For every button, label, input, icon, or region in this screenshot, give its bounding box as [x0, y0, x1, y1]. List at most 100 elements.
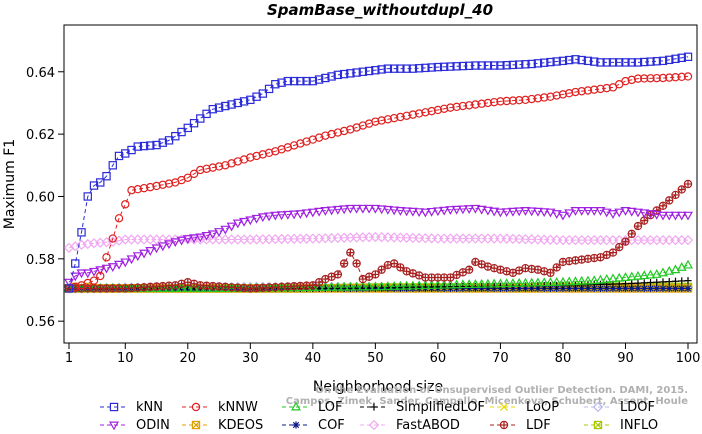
point-odin	[107, 263, 118, 272]
y-tick-label: 0.64	[26, 66, 55, 81]
point-lof	[414, 280, 425, 290]
point-odin	[451, 205, 462, 215]
point-odin	[301, 209, 312, 219]
point-knn	[571, 55, 580, 64]
point-odin	[658, 211, 668, 221]
point-knnw	[640, 74, 649, 83]
point-knn	[646, 57, 655, 66]
point-ldf	[546, 268, 555, 278]
point-knnw	[514, 96, 524, 105]
point-knnw	[189, 169, 199, 179]
y-axis-label: Maximum F1	[2, 139, 18, 229]
point-knnw	[246, 153, 255, 162]
point-knnw	[552, 91, 561, 100]
point-odin	[264, 212, 275, 222]
point-knn	[83, 192, 92, 201]
legend-label: ODIN	[136, 418, 170, 433]
legend-marker	[499, 420, 509, 430]
point-knn	[202, 109, 211, 119]
point-lof	[326, 281, 337, 291]
series-odin	[64, 204, 693, 288]
point-lof	[357, 281, 368, 291]
point-lof	[201, 283, 212, 292]
point-knn	[158, 138, 167, 147]
point-knnw	[565, 88, 574, 98]
point-knn	[377, 65, 386, 74]
point-lof	[176, 283, 187, 292]
point-lof	[501, 278, 512, 288]
series-knn	[64, 52, 693, 293]
point-lof	[514, 277, 525, 287]
point-knn	[196, 114, 205, 123]
point-knnw	[196, 165, 205, 175]
point-odin	[170, 238, 181, 248]
legend-item-knnw: kNNW	[182, 400, 258, 415]
point-knnw	[496, 97, 505, 106]
point-knn	[446, 62, 455, 71]
point-odin	[320, 207, 331, 216]
point-lof	[551, 277, 562, 286]
point-odin	[582, 207, 593, 216]
point-odin	[176, 236, 187, 246]
point-odin	[120, 258, 131, 268]
point-ldf	[621, 237, 630, 246]
point-knn	[296, 76, 305, 86]
point-knnw	[333, 128, 343, 137]
point-ldf	[615, 242, 624, 252]
chart-title: SpamBase_withoutdupl_40	[267, 1, 493, 19]
point-odin	[270, 211, 281, 221]
point-knnw	[439, 104, 449, 113]
point-knn	[371, 66, 380, 75]
point-simplifiedlof	[653, 278, 661, 286]
point-knn	[546, 57, 555, 67]
point-simplifiedlof	[659, 278, 667, 286]
series-line-knn	[68, 56, 689, 289]
legend-label: LOF	[318, 400, 343, 415]
point-knn	[346, 69, 355, 78]
point-odin	[576, 207, 587, 216]
point-lof	[370, 281, 381, 291]
point-knn	[539, 58, 549, 67]
point-knnw	[321, 131, 330, 140]
point-ldf	[346, 248, 355, 257]
point-cof	[684, 284, 692, 293]
point-knn	[658, 56, 668, 66]
point-knnw	[483, 98, 493, 108]
point-knnw	[214, 162, 224, 171]
plot-frame	[63, 24, 698, 344]
point-odin	[439, 206, 450, 216]
point-lof	[301, 282, 312, 292]
point-cof	[640, 284, 648, 293]
point-odin	[207, 230, 218, 240]
point-knn	[289, 76, 299, 86]
legend-label: FastABOD	[396, 418, 460, 433]
point-knnw	[408, 110, 418, 119]
point-lof	[626, 271, 637, 281]
point-knn	[77, 228, 86, 237]
point-odin	[557, 211, 568, 221]
point-odin	[470, 204, 481, 214]
point-knnw	[558, 90, 568, 99]
point-ldf	[333, 270, 343, 279]
point-knn	[314, 75, 324, 84]
point-odin	[282, 210, 293, 220]
point-knn	[327, 72, 336, 81]
point-odin	[370, 204, 381, 214]
point-lof	[632, 270, 643, 280]
point-knnw	[502, 96, 511, 106]
point-knnw	[458, 101, 468, 111]
point-ldf	[339, 259, 349, 268]
series-layer	[63, 52, 694, 294]
point-odin	[195, 233, 206, 243]
point-knnw	[508, 96, 518, 105]
point-odin	[464, 205, 475, 214]
point-odin	[151, 244, 162, 254]
point-knnw	[665, 73, 674, 82]
point-knnw	[402, 111, 411, 121]
point-lof	[382, 281, 393, 291]
y-tick-label: 0.62	[26, 128, 55, 143]
point-odin	[520, 207, 531, 216]
point-ldf	[352, 259, 361, 268]
point-knn	[533, 59, 543, 68]
point-knnw	[577, 87, 586, 96]
